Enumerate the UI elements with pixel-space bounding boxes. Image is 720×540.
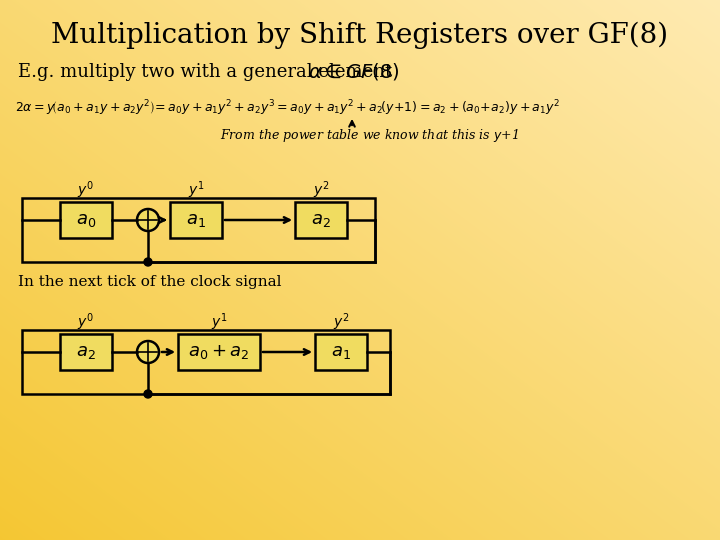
Text: From the power table we know that this is $y$+1: From the power table we know that this i…	[220, 126, 518, 144]
Text: $y^1$: $y^1$	[211, 311, 228, 333]
Text: $y^1$: $y^1$	[188, 179, 204, 201]
Bar	[315, 334, 367, 370]
Circle shape	[137, 341, 159, 363]
Text: $y^2$: $y^2$	[333, 311, 349, 333]
Text: $a_2$: $a_2$	[76, 343, 96, 361]
Text: $a_0$: $a_0$	[76, 211, 96, 229]
Text: $\alpha \in GF(8)$: $\alpha \in GF(8)$	[308, 62, 400, 83]
Text: Multiplication by Shift Registers over GF(8): Multiplication by Shift Registers over G…	[51, 21, 669, 49]
Bar	[22, 198, 375, 262]
Text: $y^0$: $y^0$	[76, 179, 94, 201]
Circle shape	[144, 258, 152, 266]
Bar	[60, 202, 112, 238]
Bar	[170, 202, 222, 238]
Bar	[60, 334, 112, 370]
Text: In the next tick of the clock signal: In the next tick of the clock signal	[18, 275, 282, 289]
Text: $y^0$: $y^0$	[76, 311, 94, 333]
Text: $y^2$: $y^2$	[312, 179, 329, 201]
Bar	[22, 330, 390, 394]
Bar	[178, 334, 260, 370]
Text: $2\alpha = y\!\left(a_0 + a_1 y + a_2 y^2\right)\!= a_0 y + a_1 y^2 + a_2 y^3$$=: $2\alpha = y\!\left(a_0 + a_1 y + a_2 y^…	[15, 98, 560, 118]
Text: $a_1$: $a_1$	[331, 343, 351, 361]
Circle shape	[137, 209, 159, 231]
Text: $a_2$: $a_2$	[311, 211, 331, 229]
Text: $a_0 + a_2$: $a_0 + a_2$	[189, 343, 250, 361]
Bar	[295, 202, 347, 238]
Circle shape	[144, 390, 152, 398]
Text: E.g. multiply two with a general element: E.g. multiply two with a general element	[18, 63, 392, 81]
Text: $a_1$: $a_1$	[186, 211, 206, 229]
